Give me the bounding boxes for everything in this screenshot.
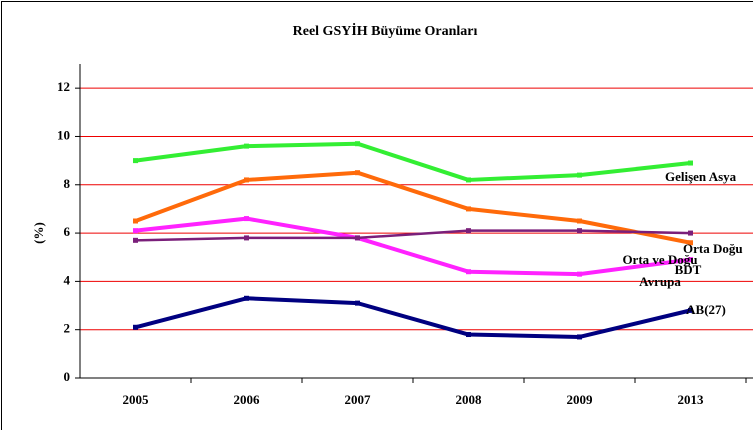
series-line [134, 170, 691, 245]
point-marker [244, 235, 249, 241]
point-marker [577, 172, 582, 178]
point-marker [577, 271, 582, 277]
series-label: AB(27) [686, 302, 726, 317]
x-tick-label: 2005 [123, 392, 150, 407]
series-label: Orta ve Doğu Avrupa [622, 252, 698, 289]
x-tick-label: 2013 [678, 392, 705, 407]
y-tick-label: 2 [64, 321, 71, 336]
point-marker [688, 230, 693, 236]
x-tick-label: 2007 [345, 392, 372, 407]
point-marker [355, 300, 360, 306]
point-marker [688, 240, 693, 246]
x-tick-label: 2006 [234, 392, 261, 407]
series-line [135, 216, 691, 277]
y-tick-label: 8 [64, 176, 71, 191]
point-marker [466, 206, 471, 212]
y-tick-label: 6 [64, 224, 71, 239]
point-marker [244, 143, 249, 149]
point-marker [466, 269, 471, 275]
point-marker [577, 218, 582, 224]
point-marker [244, 177, 249, 183]
point-marker [133, 218, 138, 224]
y-tick-label: 4 [64, 272, 71, 287]
point-marker [244, 216, 249, 222]
series-line [134, 296, 691, 339]
point-marker [466, 332, 471, 338]
point-marker [244, 295, 249, 301]
point-marker [577, 228, 582, 234]
series-label: Gelişen Asya [665, 169, 737, 184]
series-label: Orta Doğu [683, 241, 743, 256]
series-line [135, 229, 691, 242]
point-marker [688, 307, 693, 313]
point-marker [133, 228, 138, 234]
point-marker [355, 141, 360, 147]
point-marker [688, 257, 693, 263]
series-label: BDT [674, 262, 702, 277]
y-tick-label: 12 [57, 79, 70, 94]
x-tick-label: 2008 [456, 392, 483, 407]
point-marker [133, 158, 138, 164]
point-marker [577, 334, 582, 340]
point-marker [133, 237, 138, 243]
y-tick-label: 10 [57, 127, 70, 142]
chart-title: Reel GSYİH Büyüme Oranları [293, 22, 478, 39]
y-tick-label: 0 [64, 369, 71, 384]
point-marker [466, 228, 471, 234]
point-marker [688, 160, 693, 166]
point-marker [355, 170, 360, 176]
point-marker [133, 324, 138, 330]
point-marker [466, 177, 471, 183]
x-tick-label: 2009 [567, 392, 594, 407]
y-axis-label: (%) [31, 222, 46, 244]
series-line [135, 141, 691, 182]
point-marker [355, 235, 360, 241]
